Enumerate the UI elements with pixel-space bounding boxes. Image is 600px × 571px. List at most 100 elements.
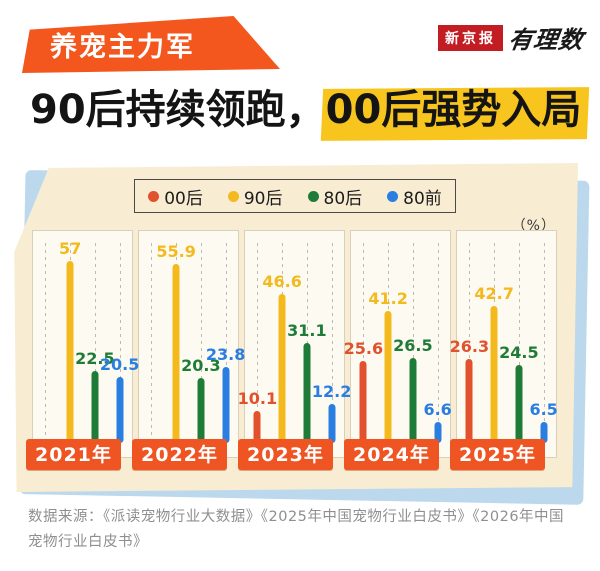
- year-panel-2021: 57 22.5 20.5 2021年: [26, 230, 139, 470]
- value-label-90后-2025: 42.7: [474, 284, 514, 304]
- value-label-90后-2022: 55.9: [156, 242, 196, 262]
- dashed-gridline: [45, 243, 47, 443]
- value-label-80后-2024: 26.5: [393, 336, 433, 356]
- dashed-gridline: [119, 243, 121, 443]
- plot-area: 10.1 46.6 31.1 12.2: [238, 231, 351, 457]
- bar-90后-2022: [172, 264, 180, 443]
- dashed-gridline: [94, 243, 96, 443]
- bar-90后-2024: [384, 311, 392, 443]
- chart-panels: 57 22.5 20.5 2021年 55.9 20.3 23.8 2022年 10.1 46.6…: [26, 230, 558, 470]
- plot-area: 25.6 41.2 26.5 6.6: [344, 231, 452, 457]
- dashed-gridline: [331, 243, 333, 443]
- legend-item-90后: 90后: [227, 184, 283, 209]
- bar-00后-2023: [253, 410, 261, 443]
- bar-90后-2021: [66, 260, 74, 443]
- slot-80后: 20.3: [181, 231, 221, 457]
- slot-80前: 23.8: [206, 231, 245, 457]
- bar-80后-2025: [515, 364, 523, 443]
- legend-label: 90后: [243, 188, 283, 209]
- dashed-gridline: [363, 243, 365, 443]
- bar-80后-2023: [303, 343, 311, 443]
- slot-80前: 20.5: [100, 231, 139, 457]
- bar-80前-2025: [540, 422, 548, 443]
- legend-dot-icon: [387, 190, 399, 202]
- value-label-80后-2023: 31.1: [287, 321, 327, 341]
- legend: 00后 90后 80后 80前: [134, 179, 456, 213]
- value-label-00后-2023: 10.1: [237, 388, 278, 408]
- bar-80后-2024: [409, 358, 417, 443]
- value-label-80前-2023: 12.2: [311, 381, 352, 401]
- bar-80前-2021: [116, 377, 124, 443]
- slot-80前: 6.6: [423, 231, 452, 457]
- legend-label: 80后: [323, 188, 363, 209]
- year-badge-2024: 2024年: [344, 439, 439, 470]
- bar-80后-2021: [91, 371, 99, 443]
- year-badge-2023: 2023年: [238, 439, 333, 470]
- publisher-logo: 新京报 有理数: [438, 20, 586, 55]
- legend-item-00后: 00后: [148, 184, 203, 209]
- legend-label: 80前: [403, 188, 442, 209]
- value-label-80前-2024: 6.6: [423, 399, 452, 419]
- bar-90后-2023: [278, 293, 286, 443]
- slot-90后: 46.6: [262, 231, 302, 457]
- bar-80后-2022: [197, 378, 205, 443]
- dashed-gridline: [306, 243, 308, 443]
- youlishu-logo: 有理数: [506, 25, 586, 54]
- bar-80前-2023: [328, 403, 336, 443]
- slot-80前: 6.5: [529, 231, 558, 457]
- year-panel-2023: 10.1 46.6 31.1 12.2 2023年: [238, 230, 351, 470]
- bar-80前-2024: [434, 421, 442, 443]
- slot-80前: 12.2: [312, 231, 351, 457]
- value-label-80后-2025: 24.5: [499, 342, 539, 362]
- value-label-90后-2023: 46.6: [262, 271, 302, 291]
- plot-area: 55.9 20.3 23.8: [139, 231, 245, 457]
- slot-80后: 22.5: [75, 231, 115, 457]
- legend-item-80后: 80后: [307, 184, 363, 209]
- year-badge-2022: 2022年: [132, 439, 227, 470]
- value-label-80前-2021: 20.5: [99, 355, 140, 375]
- bar-90后-2025: [490, 306, 498, 443]
- slot-00后: 25.6: [344, 231, 383, 457]
- plot-area: 57 22.5 20.5: [33, 231, 139, 457]
- value-label-80后-2021: 22.5: [75, 349, 115, 368]
- slot-80后: 26.5: [393, 231, 433, 457]
- slot-90后: 42.7: [474, 231, 514, 457]
- dashed-gridline: [469, 243, 471, 443]
- value-label-80前-2025: 6.5: [529, 400, 558, 420]
- title-highlight: 00后强势入局: [320, 84, 589, 141]
- dashed-gridline: [225, 243, 227, 443]
- value-label-80后-2022: 20.3: [181, 356, 221, 376]
- slot-90后: 57: [58, 231, 83, 457]
- value-label-90后-2024: 41.2: [368, 289, 408, 309]
- slot-00后: [139, 231, 164, 457]
- legend-dot-icon: [307, 190, 319, 202]
- value-label-80前-2022: 23.8: [205, 344, 246, 364]
- chart-card: 00后 90后 80后 80前 （%） 57 22.5 20.5 2021年 55.9 20.3…: [14, 163, 578, 492]
- dashed-gridline: [543, 243, 545, 443]
- dashed-gridline: [412, 243, 414, 443]
- plot-area: 26.3 42.7 24.5 6.5: [450, 231, 558, 457]
- year-badge-2025: 2025年: [450, 439, 545, 470]
- legend-dot-icon: [148, 190, 160, 202]
- slot-00后: 26.3: [450, 231, 489, 457]
- slot-00后: 10.1: [238, 231, 277, 457]
- dashed-gridline: [200, 243, 202, 443]
- data-source-note: 数据来源：《派读宠物行业大数据》《2025年中国宠物行业白皮书》《2026年中国…: [28, 509, 565, 550]
- dashed-gridline: [518, 243, 520, 443]
- year-panel-2024: 25.6 41.2 26.5 6.6 2024年: [344, 230, 452, 470]
- year-panel-2022: 55.9 20.3 23.8 2022年: [132, 230, 245, 470]
- value-label-00后-2024: 25.6: [343, 339, 384, 359]
- legend-item-80前: 80前: [387, 184, 442, 209]
- chart-card-wrap: 00后 90后 80后 80前 （%） 57 22.5 20.5 2021年 55.9 20.3…: [12, 163, 590, 505]
- year-panel-2025: 26.3 42.7 24.5 6.5 2025年: [450, 230, 558, 470]
- header-badge-label: 养宠主力军: [50, 32, 195, 63]
- title-highlight-text: 00后强势入局: [325, 87, 582, 133]
- dashed-gridline: [151, 243, 153, 443]
- slot-80后: 31.1: [287, 231, 327, 457]
- slot-90后: 55.9: [156, 231, 196, 457]
- header-badge: 养宠主力军: [22, 16, 280, 73]
- bar-00后-2025: [465, 358, 473, 443]
- value-label-00后-2025: 26.3: [449, 336, 490, 356]
- bar-80前-2022: [222, 366, 230, 443]
